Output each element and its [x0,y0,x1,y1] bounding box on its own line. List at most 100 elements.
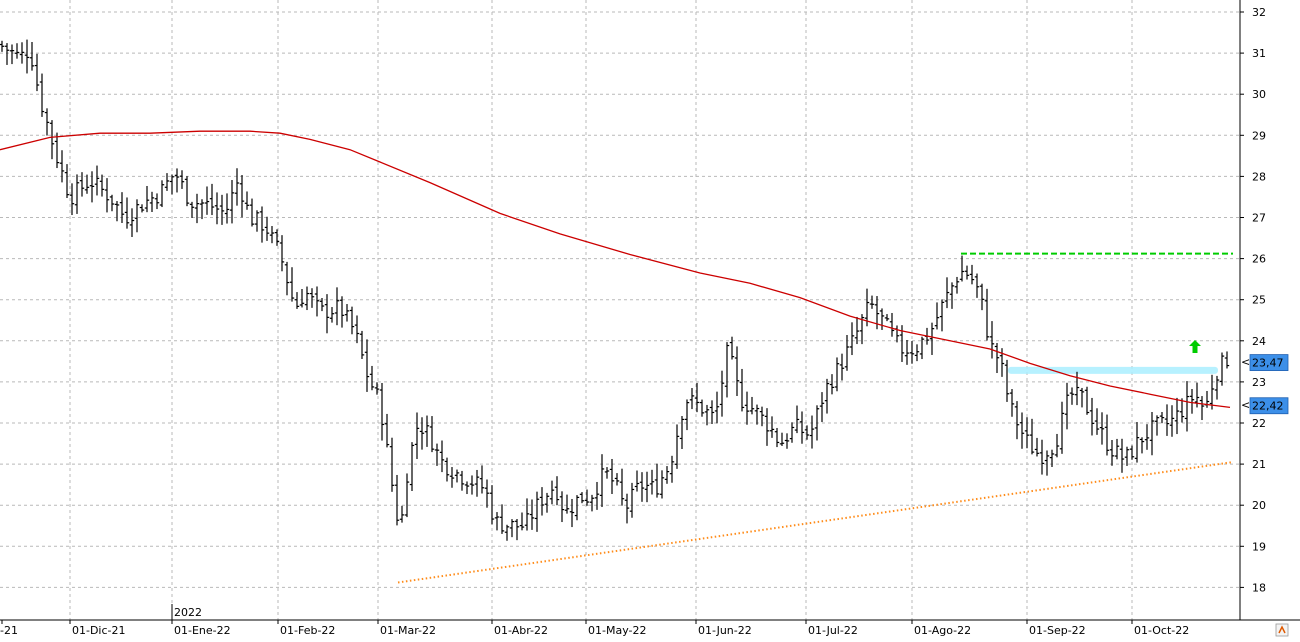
ohlc-bar [739,368,745,412]
ohlc-bar [684,399,690,431]
ohlc-bar [534,491,540,532]
ohlc-bar [589,494,595,512]
ohlc-bar [254,210,260,232]
ohlc-bar [329,307,335,323]
ohlc-bar [139,204,145,213]
ohlc-bar [1114,438,1120,460]
ohlc-bar [824,378,830,414]
x-tick-label: 01-Ene-22 [174,624,231,637]
ohlc-bar [854,316,860,345]
y-tick-label: 21 [1252,458,1266,471]
x-tick-label: -21 [0,624,18,637]
ohlc-bar [59,150,65,183]
ohlc-bar [714,391,720,424]
ohlc-bar [659,470,665,499]
ohlc-bar [904,340,910,365]
y-tick-label: 25 [1252,294,1266,307]
ohlc-bar [199,199,205,220]
ohlc-bar [94,165,100,196]
ohlc-bar [969,264,975,285]
ohlc-bar [569,498,575,528]
ohlc-bar [1084,386,1090,415]
ohlc-bar [1044,450,1050,476]
ohlc-bar [449,467,455,488]
y-tick-label: 19 [1252,540,1266,553]
ohlc-bar [464,481,470,495]
ohlc-bar [1169,405,1175,437]
ohlc-bar [894,325,900,343]
ohlc-bar [1189,388,1195,414]
ohlc-bar [844,335,850,371]
y-tick-label: 29 [1252,129,1266,142]
ohlc-bar [214,192,220,225]
ohlc-bar [309,288,315,308]
marker-layer [1189,339,1201,353]
ohlc-bar [884,314,890,322]
ohlc-bar [439,440,445,473]
ohlc-bar [369,365,375,391]
ohlc-bar [704,404,710,426]
x-tick-label: 01-Abr-22 [494,624,548,637]
ohlc-bar [144,185,150,213]
ohlc-bar [549,480,555,505]
ohlc-bar [699,399,705,417]
ohlc-bar [1004,359,1010,402]
ohlc-bar [259,206,265,243]
ohlc-bar [1039,439,1045,475]
x-tick-label: 01-Feb-22 [280,624,335,637]
ohlc-bar [919,336,925,360]
moving-average-layer [0,130,1231,409]
ohlc-bar [829,374,835,395]
price-label: <23,47 [1241,354,1289,371]
ohlc-bar [209,183,215,216]
ohlc-bar [724,342,730,398]
grid-lines [0,0,1240,620]
ohlc-bar [1089,397,1095,436]
y-tick-label: 23 [1252,376,1266,389]
ohlc-bar [294,292,300,309]
ohlc-bar [619,468,625,506]
ohlc-bar [274,229,280,246]
ohlc-bar [174,168,180,193]
ohlc-bar [469,475,475,495]
ohlc-bar [839,353,845,381]
ohlc-bar [324,294,330,334]
ohlc-bar [934,302,940,330]
ohlc-bar [289,267,295,302]
ohlc-bar [804,425,810,440]
ohlc-bar [1064,382,1070,430]
ohlc-bar [39,73,45,117]
ohlc-bar [744,391,750,425]
ohlc-bar [14,43,20,59]
ohlc-bar [494,512,500,531]
ohlc-bar [1104,414,1110,456]
ohlc-bar [564,494,570,514]
x-tick-label: 01-Dic-21 [72,624,126,637]
ohlc-bar [204,186,210,215]
ohlc-bar [539,487,545,516]
ohlc-bar [484,479,490,508]
ohlc-bar [284,261,290,296]
ohlc-bar [554,476,560,506]
corner-tool-icon[interactable] [1275,623,1289,637]
ohlc-bar [134,199,140,233]
ohlc-bar [84,174,90,194]
ohlc-bar [164,173,170,191]
ohlc-bar [599,454,605,508]
y-tick-label: 18 [1252,581,1266,594]
ohlc-bar [729,336,735,360]
ohlc-bar [1214,375,1220,400]
ohlc-bar [169,174,175,195]
ohlc-bar [1024,417,1030,449]
ohlc-bar [819,392,825,423]
ohlc-bar [1009,389,1015,417]
ohlc-bar [354,315,360,344]
ohlc-bar [69,183,75,216]
ohlc-bar [609,458,615,495]
ohlc-bar [229,180,235,224]
ohlc-bar [1019,412,1025,449]
ohlc-bar [104,178,110,213]
ohlc-bar [784,433,790,449]
highlight-band [1008,366,1218,374]
ohlc-bar [234,168,240,206]
